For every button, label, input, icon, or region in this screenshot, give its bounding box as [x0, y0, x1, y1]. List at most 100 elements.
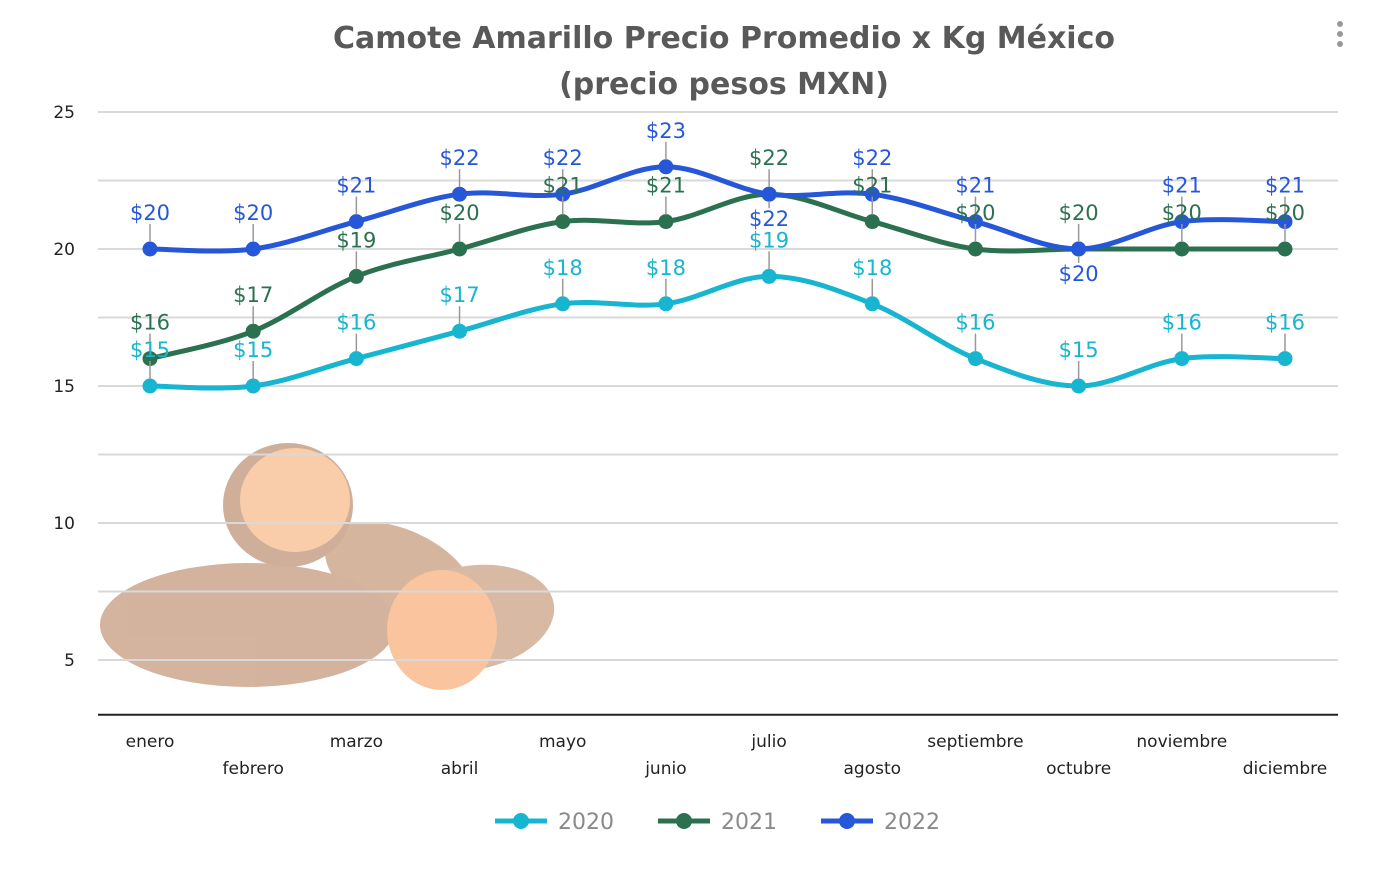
data-point[interactable]	[1071, 378, 1087, 394]
data-point[interactable]	[348, 351, 364, 367]
data-point[interactable]	[761, 268, 777, 284]
data-label: $19	[749, 228, 789, 252]
data-label: $18	[852, 256, 892, 280]
series-2020	[142, 268, 1293, 394]
data-label: $22	[852, 146, 892, 170]
legend-label: 2021	[721, 810, 777, 835]
data-point[interactable]	[864, 214, 880, 230]
x-tick-label: enero	[126, 732, 175, 752]
data-point[interactable]	[142, 351, 158, 367]
data-point[interactable]	[864, 186, 880, 202]
data-point[interactable]	[348, 214, 364, 230]
data-label: $17	[233, 283, 273, 307]
dot-icon	[1337, 31, 1343, 37]
series-line	[149, 164, 1286, 254]
data-label: $21	[543, 174, 583, 198]
data-label: $20	[233, 201, 273, 225]
data-point[interactable]	[967, 351, 983, 367]
data-label: $22	[543, 146, 583, 170]
data-point[interactable]	[1071, 241, 1087, 257]
x-tick-label: diciembre	[1243, 759, 1327, 779]
data-label: $20	[1162, 201, 1202, 225]
x-tick-label: septiembre	[927, 732, 1023, 752]
data-label: $16	[955, 311, 995, 335]
data-point[interactable]	[1174, 351, 1190, 367]
data-point[interactable]	[1174, 241, 1190, 257]
data-label: $20	[130, 201, 170, 225]
data-label: $20	[1059, 262, 1099, 286]
data-point[interactable]	[555, 296, 571, 312]
data-label: $23	[646, 119, 686, 143]
data-point[interactable]	[658, 214, 674, 230]
x-tick-label: marzo	[330, 732, 383, 752]
data-label: $15	[1059, 338, 1099, 362]
legend-item-2021[interactable]: 2021	[658, 810, 777, 835]
legend-label: 2020	[558, 810, 614, 835]
data-point[interactable]	[452, 241, 468, 257]
x-tick-label: agosto	[843, 759, 901, 779]
chart-title-line-2: (precio pesos MXN)	[559, 67, 889, 102]
x-tick-label: abril	[441, 759, 479, 779]
data-label: $15	[233, 338, 273, 362]
data-point[interactable]	[245, 323, 261, 339]
data-label: $20	[439, 201, 479, 225]
data-point[interactable]	[967, 241, 983, 257]
data-label: $18	[543, 256, 583, 280]
data-label: $22	[749, 207, 789, 231]
x-tick-label: mayo	[539, 732, 586, 752]
data-point[interactable]	[1277, 241, 1293, 257]
data-label: $18	[646, 256, 686, 280]
data-label: $21	[1162, 174, 1202, 198]
data-point[interactable]	[142, 378, 158, 394]
legend-marker-icon	[676, 813, 692, 829]
series-2021	[142, 186, 1293, 367]
data-point[interactable]	[1174, 214, 1190, 230]
x-tick-label: junio	[644, 759, 686, 779]
data-label: $20	[955, 201, 995, 225]
data-point[interactable]	[864, 296, 880, 312]
series-2022	[142, 159, 1293, 257]
data-label: $21	[336, 174, 376, 198]
data-point[interactable]	[245, 378, 261, 394]
sweet-potato-image	[100, 443, 555, 690]
data-point[interactable]	[658, 296, 674, 312]
data-point[interactable]	[555, 186, 571, 202]
data-point[interactable]	[1277, 351, 1293, 367]
chart-title-line-1: Camote Amarillo Precio Promedio x Kg Méx…	[333, 21, 1115, 56]
data-point[interactable]	[658, 159, 674, 175]
data-label: $16	[130, 311, 170, 335]
legend-label: 2022	[884, 810, 940, 835]
data-label: $21	[852, 174, 892, 198]
data-label: $15	[130, 338, 170, 362]
x-tick-label: octubre	[1046, 759, 1111, 779]
data-label: $16	[1265, 311, 1305, 335]
data-label: $21	[955, 174, 995, 198]
data-point[interactable]	[245, 241, 261, 257]
x-tick-label: noviembre	[1136, 732, 1227, 752]
data-label: $21	[646, 174, 686, 198]
series-line	[149, 191, 1285, 362]
y-tick-label: 5	[64, 651, 75, 671]
data-point[interactable]	[452, 186, 468, 202]
legend-item-2020[interactable]: 2020	[495, 810, 614, 835]
data-point[interactable]	[452, 323, 468, 339]
data-label: $20	[1059, 201, 1099, 225]
dot-icon	[1337, 21, 1343, 27]
data-label: $21	[1265, 174, 1305, 198]
data-point[interactable]	[555, 214, 571, 230]
data-label: $16	[336, 311, 376, 335]
data-label: $19	[336, 228, 376, 252]
data-label: $20	[1265, 201, 1305, 225]
dot-icon	[1337, 41, 1343, 47]
more-options-button[interactable]	[1330, 18, 1350, 50]
data-point[interactable]	[1277, 214, 1293, 230]
x-tick-label: julio	[750, 732, 786, 752]
data-point[interactable]	[142, 241, 158, 257]
data-point[interactable]	[348, 268, 364, 284]
legend-item-2022[interactable]: 2022	[821, 810, 940, 835]
data-point[interactable]	[761, 186, 777, 202]
data-label: $17	[439, 283, 479, 307]
legend-marker-icon	[839, 813, 855, 829]
data-point[interactable]	[967, 214, 983, 230]
